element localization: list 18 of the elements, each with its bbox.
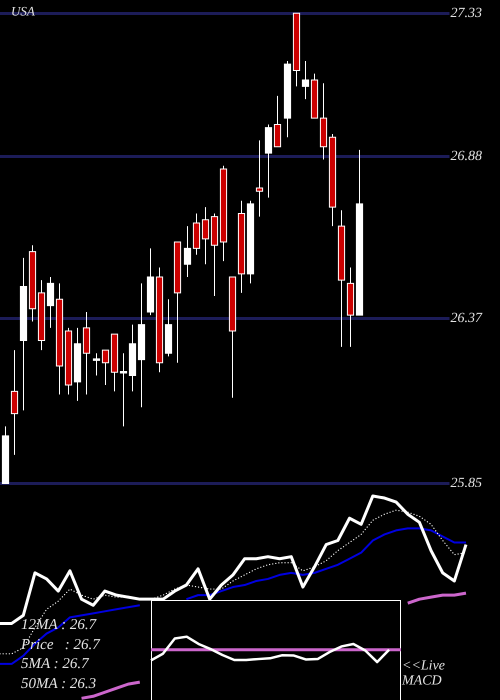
y-tick-label: 26.88 bbox=[450, 148, 482, 164]
candlestick bbox=[184, 226, 192, 278]
candlestick bbox=[102, 350, 110, 386]
candlestick bbox=[256, 140, 264, 218]
candlestick bbox=[92, 352, 100, 376]
annotation: 5MA : 26.7 bbox=[21, 656, 90, 672]
annotation: <<Live MACD bbox=[401, 658, 445, 689]
candlestick bbox=[46, 276, 54, 328]
y-tick-label: 26.37 bbox=[450, 310, 483, 326]
chart-title: USA bbox=[11, 3, 35, 18]
annotation: 50MA : 26.3 bbox=[21, 676, 96, 692]
candlestick bbox=[274, 95, 282, 148]
candlestick bbox=[202, 206, 210, 265]
candlestick bbox=[120, 352, 128, 427]
candlestick bbox=[10, 350, 18, 456]
y-tick-label: 27.33 bbox=[450, 6, 482, 21]
candlestick bbox=[302, 60, 310, 100]
y-tick-label: 25.85 bbox=[450, 476, 482, 492]
